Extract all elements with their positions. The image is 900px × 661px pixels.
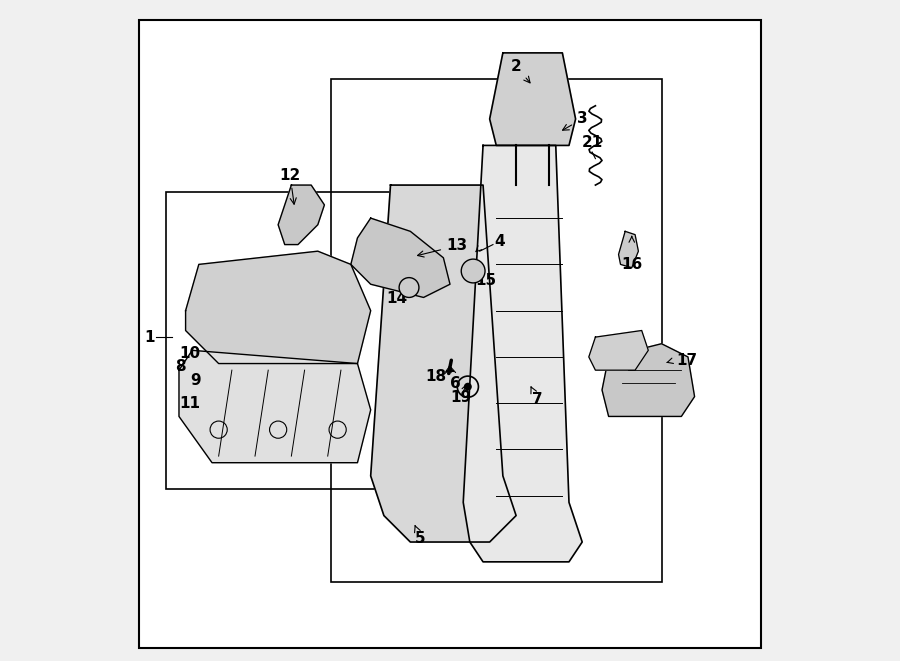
Text: 13: 13 [418,239,467,257]
Text: 1: 1 [144,330,155,344]
Polygon shape [278,185,324,245]
Polygon shape [179,350,371,463]
Text: 10: 10 [180,346,201,361]
Text: 17: 17 [676,353,698,368]
Text: 7: 7 [531,387,543,407]
Polygon shape [618,231,638,268]
Polygon shape [490,53,576,145]
Text: 12: 12 [279,168,301,204]
Text: 6: 6 [450,368,461,391]
Bar [166,192,417,489]
Text: 16: 16 [622,257,644,272]
Polygon shape [185,251,371,364]
Text: 8: 8 [175,360,185,374]
Text: 18: 18 [425,369,446,384]
Text: 19: 19 [450,391,471,405]
Circle shape [461,259,485,283]
Text: 20: 20 [606,353,627,368]
Bar [331,79,662,582]
Text: 21: 21 [581,135,603,149]
Polygon shape [351,218,450,297]
Text: 4: 4 [494,234,505,249]
Circle shape [399,278,418,297]
Text: 9: 9 [190,373,201,387]
Text: 15: 15 [475,270,496,288]
Polygon shape [589,330,648,370]
Polygon shape [602,344,695,416]
Text: 5: 5 [415,525,426,546]
Text: 2: 2 [510,59,530,83]
Polygon shape [464,145,582,562]
Text: 3: 3 [562,112,588,130]
Text: 14: 14 [387,288,408,306]
Circle shape [464,383,472,391]
Polygon shape [371,185,516,542]
Text: 11: 11 [180,396,201,410]
